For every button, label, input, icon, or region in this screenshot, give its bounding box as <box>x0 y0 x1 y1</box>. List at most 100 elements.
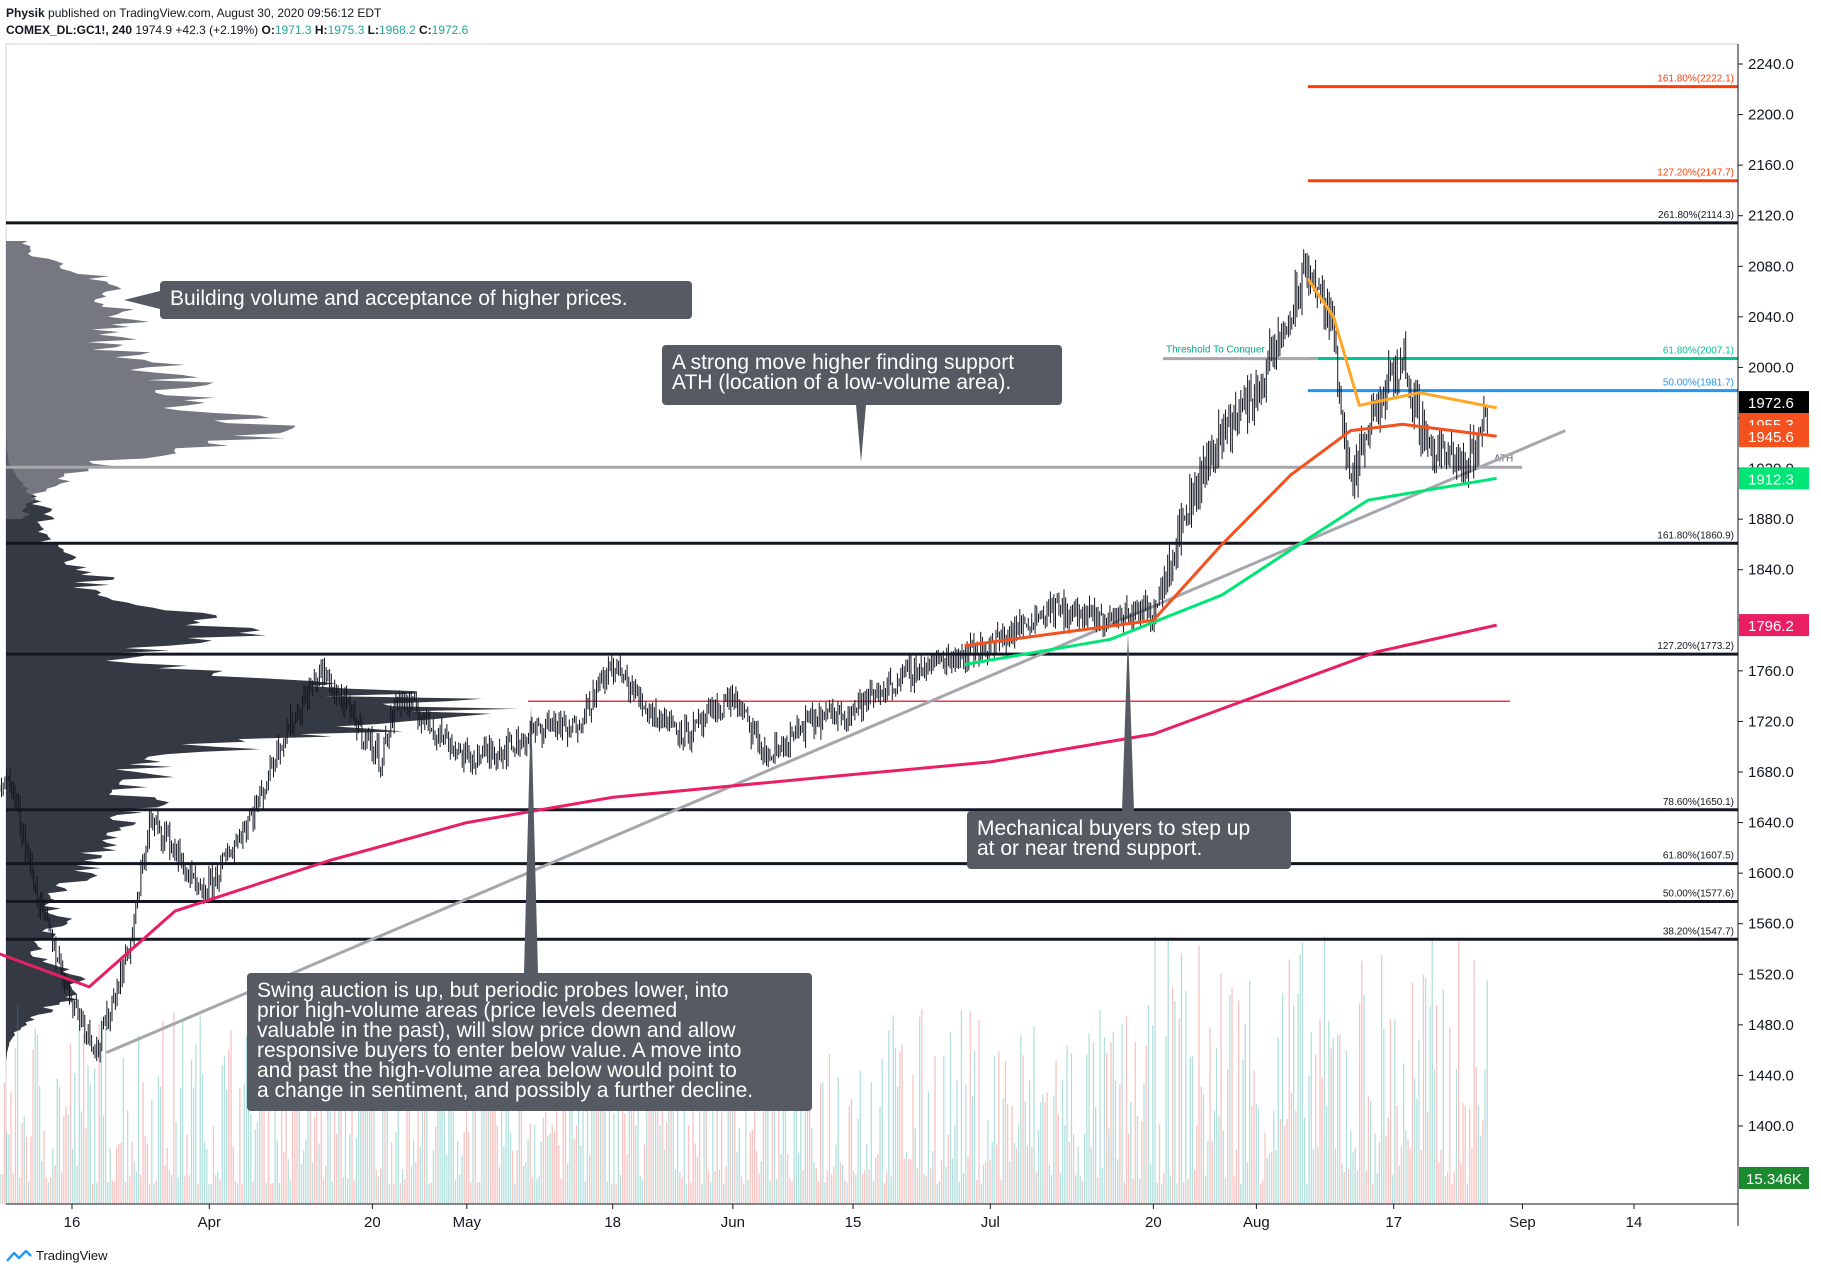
volume-bar <box>945 1167 947 1204</box>
volume-bar <box>369 1095 371 1204</box>
mech-note[interactable]: Mechanical buyers to step up at or near … <box>967 811 1291 869</box>
volume-bar <box>1207 1141 1209 1204</box>
swing-note[interactable]: Swing auction is up, but periodic probes… <box>247 973 812 1111</box>
ath-note-pointer <box>856 405 866 462</box>
symbol-name[interactable]: COMEX_DL:GC1!, 240 <box>6 23 133 37</box>
y-tick-label-12: 1880.0 <box>1748 511 1794 528</box>
volume-bar <box>699 1080 701 1204</box>
volume-bar <box>892 1015 894 1204</box>
volume-note[interactable]: Building volume and acceptance of higher… <box>160 281 692 319</box>
ath-note[interactable]: A strong move higher finding support ATH… <box>662 345 1062 405</box>
volume-bar <box>674 1169 677 1204</box>
volume-bar <box>778 1052 780 1204</box>
y-tick-label-4: 1560.0 <box>1748 916 1794 933</box>
volume-bar <box>1092 1042 1095 1204</box>
volume-bar <box>243 1084 245 1204</box>
author-name[interactable]: Physik <box>6 6 45 20</box>
volume-bar <box>298 1033 300 1204</box>
volume-bar <box>1359 1003 1361 1204</box>
volume-bar <box>635 1125 637 1204</box>
fib-label-10: 38.20%(1547.7) <box>1663 926 1734 937</box>
volume-bar <box>1385 1136 1387 1204</box>
volume-bar <box>965 1083 967 1204</box>
volume-bar <box>859 1071 861 1204</box>
volume-bar <box>575 1125 578 1204</box>
x-tick-label-8: 20 <box>1145 1214 1162 1231</box>
volume-bar <box>1407 1139 1409 1204</box>
volume-bar <box>241 1183 243 1204</box>
volume-bar <box>899 1051 901 1204</box>
volume-bar <box>501 1072 503 1204</box>
volume-bar <box>857 1119 859 1204</box>
volume-bar <box>800 1105 802 1204</box>
volume-bar <box>28 1181 30 1204</box>
volume-bar <box>274 1088 276 1204</box>
volume-bar <box>820 1083 822 1204</box>
volume-bar <box>1398 1165 1400 1204</box>
volume-bar <box>1088 1033 1090 1204</box>
volume-bar <box>157 1076 160 1204</box>
volume-bar <box>195 1044 197 1204</box>
volume-bar <box>600 1030 602 1204</box>
volume-bar <box>1477 1105 1480 1204</box>
volume-bar <box>294 1029 296 1204</box>
volume-bar <box>1453 1171 1455 1204</box>
volume-bar <box>868 1169 870 1204</box>
price-label-0: 1972.6 <box>1748 395 1794 412</box>
volume-bar <box>1163 1172 1165 1204</box>
volume-bar <box>19 1177 21 1204</box>
volume-bar <box>1339 1034 1341 1204</box>
volume-bar <box>1288 959 1290 1204</box>
volume-bar <box>1229 995 1231 1204</box>
volume-bar <box>639 1175 641 1204</box>
volume-bar <box>0 1174 1 1204</box>
volume-bar <box>833 1166 835 1204</box>
volume-bar <box>421 1098 424 1204</box>
brand-label[interactable]: TradingView <box>36 1248 108 1263</box>
volume-bar <box>890 1176 892 1204</box>
volume-bar <box>870 1082 872 1204</box>
volume-bar <box>941 1160 943 1204</box>
volume-bar <box>1167 938 1169 1204</box>
volume-bar <box>109 1148 111 1204</box>
volume-bar <box>399 1183 402 1204</box>
x-tick-label-2: 20 <box>364 1214 381 1231</box>
volume-bar <box>1449 1027 1451 1204</box>
volume-bar <box>74 1073 76 1204</box>
volume-bar <box>461 1155 463 1204</box>
x-tick-label-4: 18 <box>604 1214 621 1231</box>
volume-bar <box>1361 960 1363 1204</box>
volume-bar <box>1436 1005 1438 1204</box>
volume-bar <box>217 1171 219 1204</box>
volume-bar <box>322 1178 325 1204</box>
volume-bar <box>219 1179 221 1204</box>
volume-bar <box>736 1151 738 1204</box>
volume-bar <box>1183 1181 1185 1204</box>
volume-bar <box>987 1120 989 1204</box>
volume-bar <box>512 1150 514 1204</box>
volume-bar <box>391 1142 393 1204</box>
volume-bar <box>162 1020 164 1204</box>
ath-label: ATH <box>1494 453 1513 464</box>
price-label-box-2 <box>1739 425 1809 448</box>
volume-bar <box>817 1181 820 1204</box>
volume-bar <box>1114 1080 1117 1204</box>
volume-bar <box>470 1182 472 1204</box>
volume-bar <box>245 1035 248 1204</box>
volume-bar <box>408 1019 410 1204</box>
volume-bar <box>1332 1038 1334 1204</box>
volume-bar <box>989 1159 991 1204</box>
volume-bar <box>318 1143 320 1204</box>
volume-bar <box>375 1169 377 1204</box>
price-axis[interactable]: 1400.0 1440.0 1480.0 1520.0 1560.0 1600.0 1640… <box>1738 56 1794 1135</box>
volume-bar <box>226 1089 228 1204</box>
volume-bar <box>179 1088 182 1204</box>
volume-bar <box>985 1161 987 1204</box>
volume-bar <box>1431 937 1433 1204</box>
volume-bar <box>615 1183 617 1204</box>
volume-bar <box>1035 1172 1037 1204</box>
time-axis[interactable]: 16 Apr 20 May 18 Jun 15 Jul 20 Aug 17 Sep 14 <box>64 1204 1643 1231</box>
y-tick-label-17: 2080.0 <box>1748 258 1794 275</box>
volume-bar <box>1403 1063 1405 1204</box>
volume-bar <box>591 1056 593 1204</box>
